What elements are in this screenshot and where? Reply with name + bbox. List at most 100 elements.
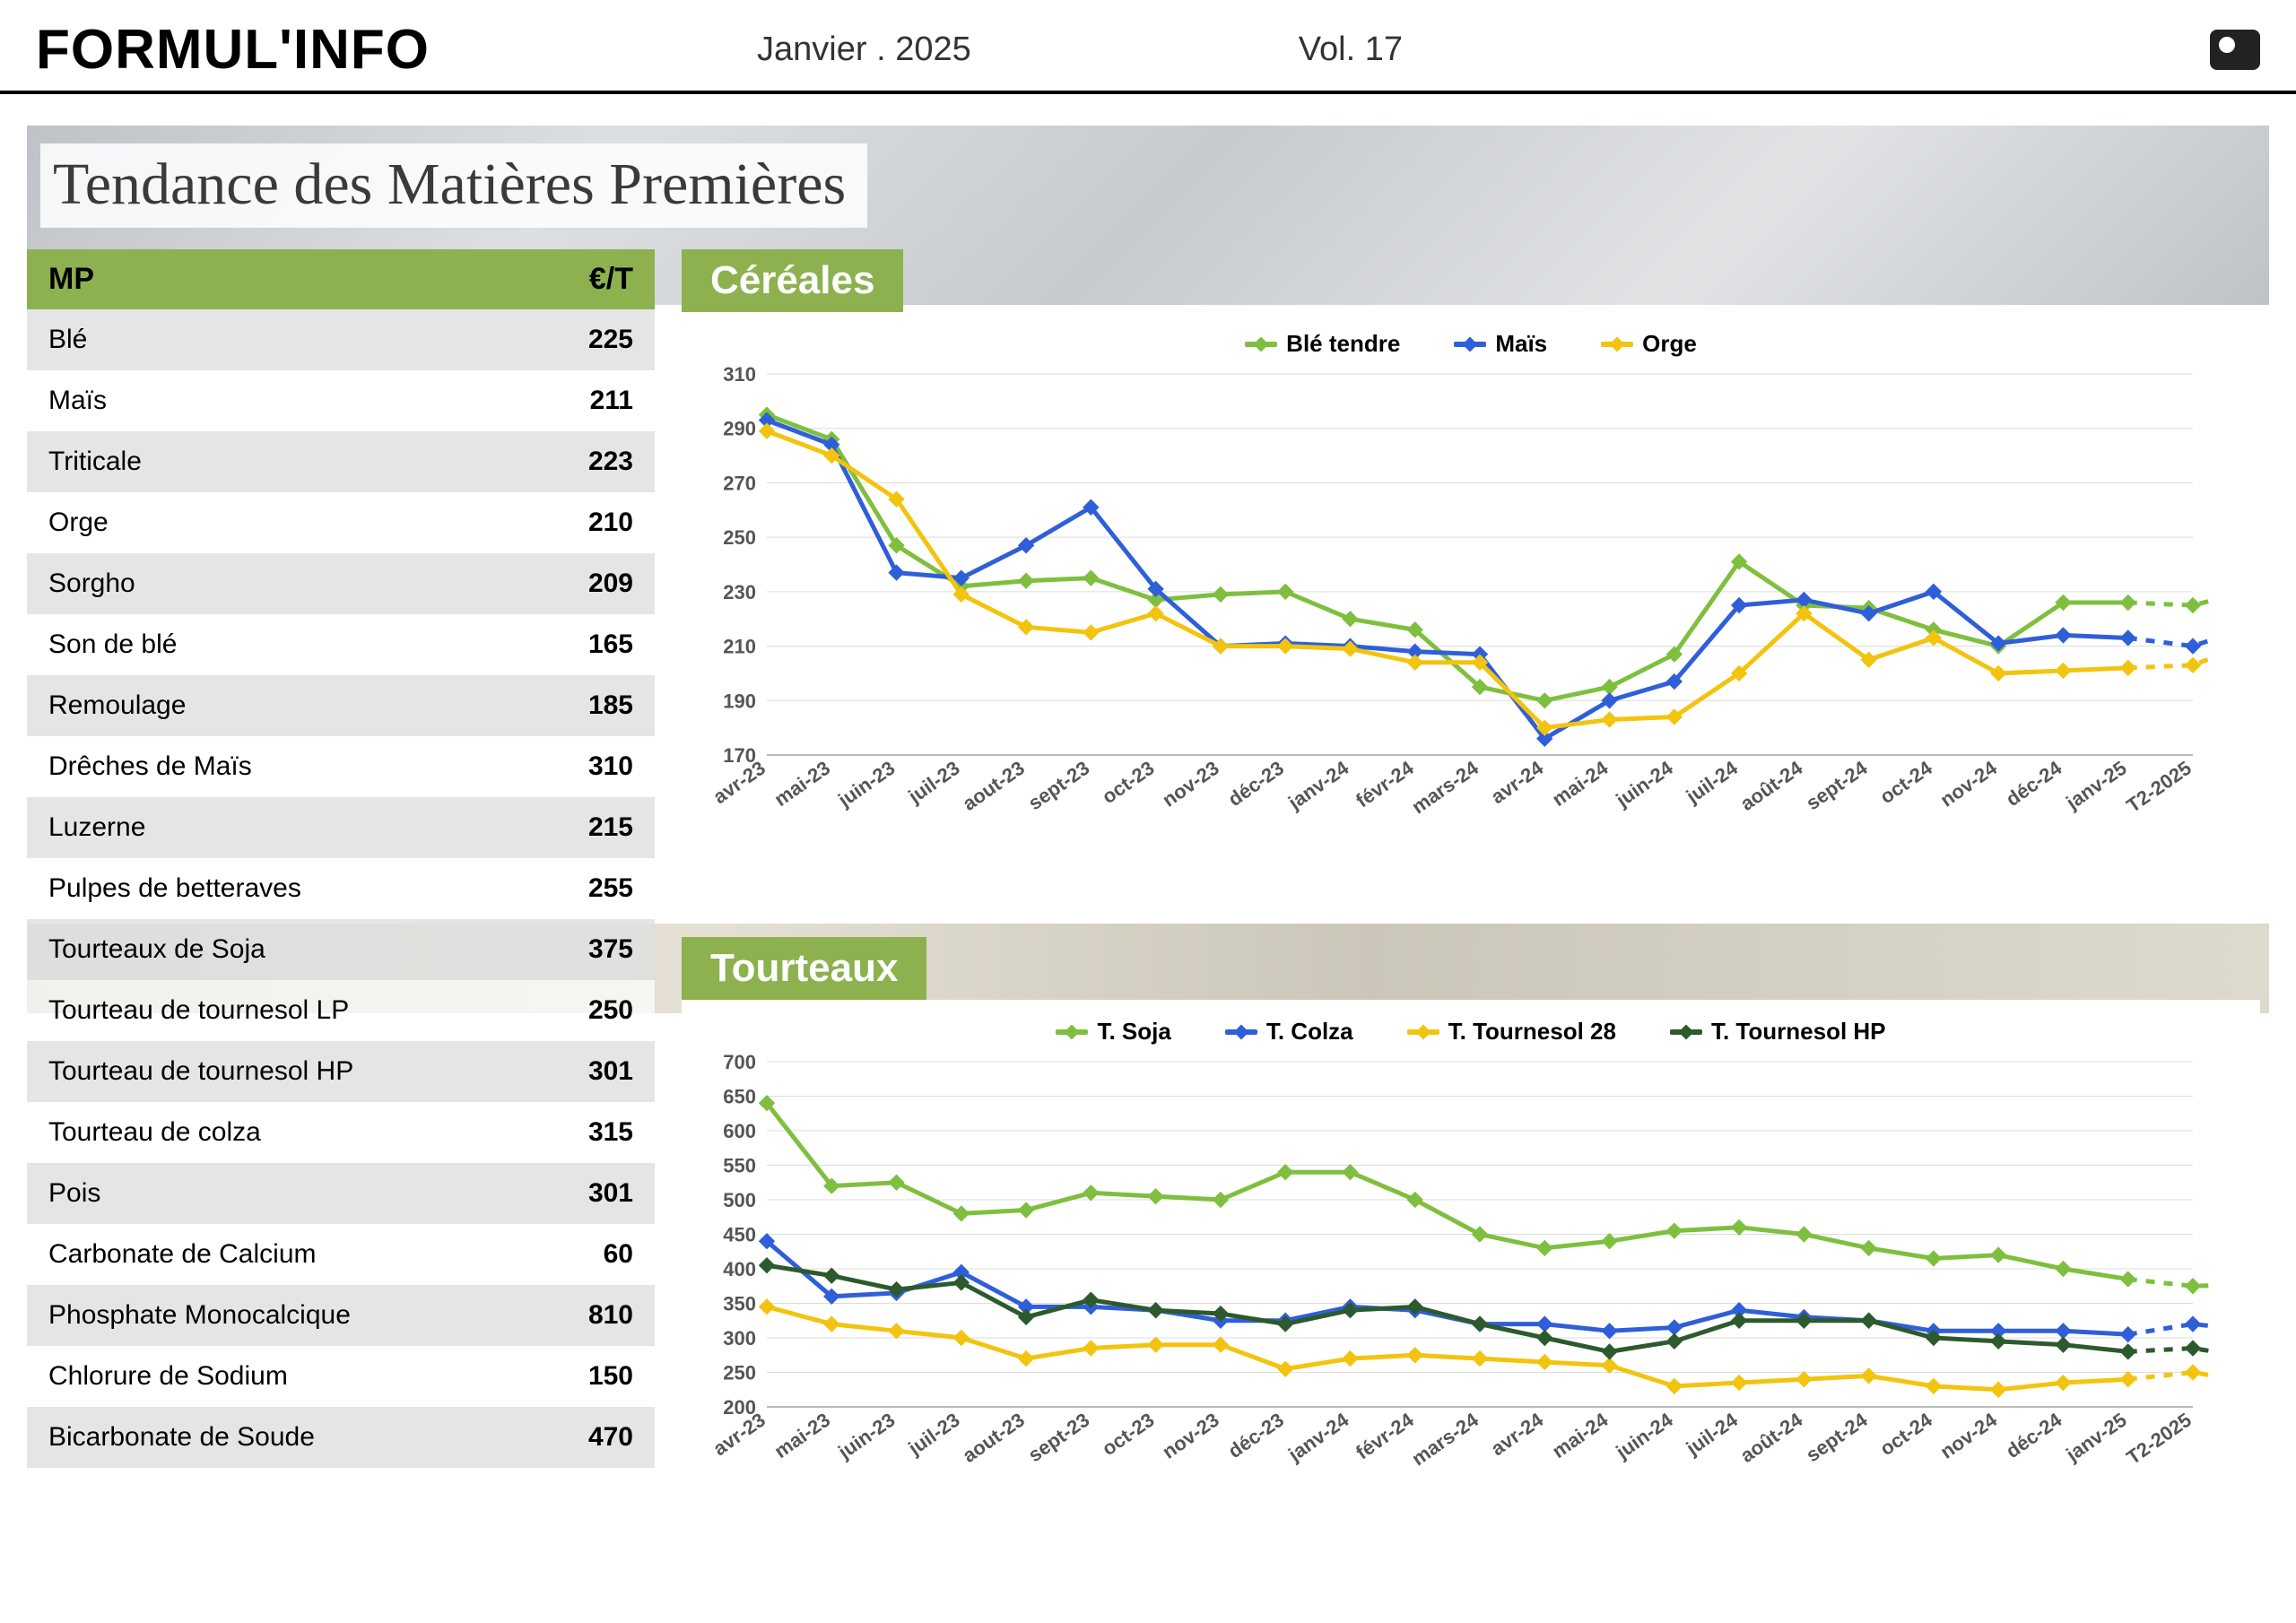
col-header-mp: MP <box>27 249 528 309</box>
legend-item: T. Soja <box>1056 1018 1170 1046</box>
svg-text:janv-25: janv-25 <box>2061 1409 2130 1467</box>
mp-price: 255 <box>528 858 655 919</box>
svg-text:juin-23: juin-23 <box>833 1409 899 1464</box>
table-row: Tourteau de tournesol LP250 <box>27 980 655 1041</box>
svg-text:juil-24: juil-24 <box>1682 756 1743 808</box>
svg-text:sept-23: sept-23 <box>1024 757 1093 815</box>
svg-text:mars-24: mars-24 <box>1407 756 1483 818</box>
mp-price: 301 <box>528 1041 655 1102</box>
mp-name: Tourteau de tournesol LP <box>27 980 528 1041</box>
svg-text:janv-25: janv-25 <box>2061 757 2130 815</box>
svg-text:350: 350 <box>723 1293 756 1315</box>
svg-text:juil-23: juil-23 <box>903 1409 963 1461</box>
svg-text:250: 250 <box>723 526 756 549</box>
legend-label: T. Tournesol HP <box>1711 1018 1886 1046</box>
legend-item: T. Tournesol 28 <box>1407 1018 1616 1046</box>
svg-text:270: 270 <box>723 472 756 494</box>
mp-name: Triticale <box>27 431 528 492</box>
legend-item: Maïs <box>1454 330 1547 358</box>
svg-text:sept-24: sept-24 <box>1802 756 1872 814</box>
mp-name: Pois <box>27 1163 528 1224</box>
mp-price: 185 <box>528 675 655 736</box>
mp-name: Drêches de Maïs <box>27 736 528 797</box>
svg-text:déc-24: déc-24 <box>2002 756 2066 811</box>
mp-price: 215 <box>528 797 655 858</box>
svg-text:nov-23: nov-23 <box>1158 1409 1222 1463</box>
legend-item: Orge <box>1601 330 1697 358</box>
mp-name: Luzerne <box>27 797 528 858</box>
mp-price: 165 <box>528 614 655 675</box>
table-row: Triticale223 <box>27 431 655 492</box>
svg-text:600: 600 <box>723 1120 756 1142</box>
svg-text:T2-2025: T2-2025 <box>2122 1409 2195 1469</box>
mp-price: 250 <box>528 980 655 1041</box>
svg-text:juil-23: juil-23 <box>903 757 963 809</box>
svg-text:310: 310 <box>723 365 756 386</box>
mp-name: Tourteau de tournesol HP <box>27 1041 528 1102</box>
table-row: Drêches de Maïs310 <box>27 736 655 797</box>
mp-price: 150 <box>528 1346 655 1407</box>
svg-text:août-24: août-24 <box>1736 756 1807 815</box>
table-row: Sorgho209 <box>27 553 655 614</box>
legend-label: T. Colza <box>1266 1018 1353 1046</box>
svg-text:mai-23: mai-23 <box>770 1409 834 1462</box>
issue-volume: Vol. 17 <box>1299 30 1403 69</box>
legend-label: T. Tournesol 28 <box>1448 1018 1616 1046</box>
svg-text:juin-24: juin-24 <box>1611 756 1677 812</box>
table-row: Maïs211 <box>27 370 655 431</box>
cereales-chart-block: Céréales Blé tendreMaïsOrge 170190210230… <box>682 249 2260 886</box>
svg-text:mai-24: mai-24 <box>1548 756 1613 811</box>
svg-text:déc-23: déc-23 <box>1224 1409 1288 1462</box>
tourteaux-chart-area: T. Soja T. Colza T. Tournesol 28 T. Tournes… <box>682 1000 2260 1538</box>
svg-text:juil-24: juil-24 <box>1682 1408 1743 1460</box>
legend-swatch <box>1225 1029 1257 1035</box>
svg-text:janv-24: janv-24 <box>1283 1408 1353 1466</box>
mp-name: Tourteau de colza <box>27 1102 528 1163</box>
issue-date: Janvier . 2025 <box>430 30 1299 69</box>
svg-text:250: 250 <box>723 1362 756 1384</box>
svg-text:oct-24: oct-24 <box>1875 1408 1936 1460</box>
tourteaux-legend: T. Soja T. Colza T. Tournesol 28 T. Tournes… <box>704 1018 2238 1046</box>
legend-swatch <box>1407 1029 1439 1035</box>
svg-text:nov-24: nov-24 <box>1936 1408 2002 1463</box>
mp-name: Orge <box>27 492 528 553</box>
mp-name: Son de blé <box>27 614 528 675</box>
svg-text:aout-23: aout-23 <box>959 1409 1029 1467</box>
legend-label: Maïs <box>1495 330 1547 358</box>
table-row: Orge210 <box>27 492 655 553</box>
mp-name: Phosphate Monocalcique <box>27 1285 528 1346</box>
mp-price: 310 <box>528 736 655 797</box>
svg-text:650: 650 <box>723 1086 756 1108</box>
legend-item: T. Colza <box>1225 1018 1353 1046</box>
svg-text:nov-24: nov-24 <box>1936 756 2002 812</box>
mp-name: Sorgho <box>27 553 528 614</box>
table-row: Blé225 <box>27 309 655 370</box>
table-row: Pois301 <box>27 1163 655 1224</box>
svg-text:sept-24: sept-24 <box>1802 1408 1872 1466</box>
svg-text:500: 500 <box>723 1189 756 1211</box>
cereales-chart-svg: 170190210230250270290310avr-23mai-23juin… <box>704 365 2211 831</box>
mp-name: Bicarbonate de Soude <box>27 1407 528 1468</box>
table-row: Phosphate Monocalcique810 <box>27 1285 655 1346</box>
svg-text:août-24: août-24 <box>1736 1408 1807 1467</box>
mp-name: Maïs <box>27 370 528 431</box>
svg-text:aout-23: aout-23 <box>959 757 1029 815</box>
table-row: Pulpes de betteraves255 <box>27 858 655 919</box>
section-title: Tendance des Matières Premières <box>40 143 867 228</box>
legend-label: Blé tendre <box>1286 330 1400 358</box>
svg-text:févr-24: févr-24 <box>1352 1408 1418 1463</box>
svg-text:300: 300 <box>723 1327 756 1350</box>
mp-name: Remoulage <box>27 675 528 736</box>
svg-text:700: 700 <box>723 1053 756 1073</box>
cereales-chart-title: Céréales <box>682 249 903 312</box>
mp-name: Pulpes de betteraves <box>27 858 528 919</box>
mp-price: 209 <box>528 553 655 614</box>
tourteaux-chart-svg: 200250300350400450500550600650700avr-23m… <box>704 1053 2211 1483</box>
svg-text:190: 190 <box>723 690 756 712</box>
mp-price: 301 <box>528 1163 655 1224</box>
svg-text:févr-24: févr-24 <box>1352 756 1418 812</box>
svg-text:oct-23: oct-23 <box>1098 757 1158 809</box>
brand-title: FORMUL'INFO <box>36 18 430 82</box>
svg-text:avr-24: avr-24 <box>1487 1408 1548 1460</box>
svg-text:déc-23: déc-23 <box>1224 757 1288 811</box>
